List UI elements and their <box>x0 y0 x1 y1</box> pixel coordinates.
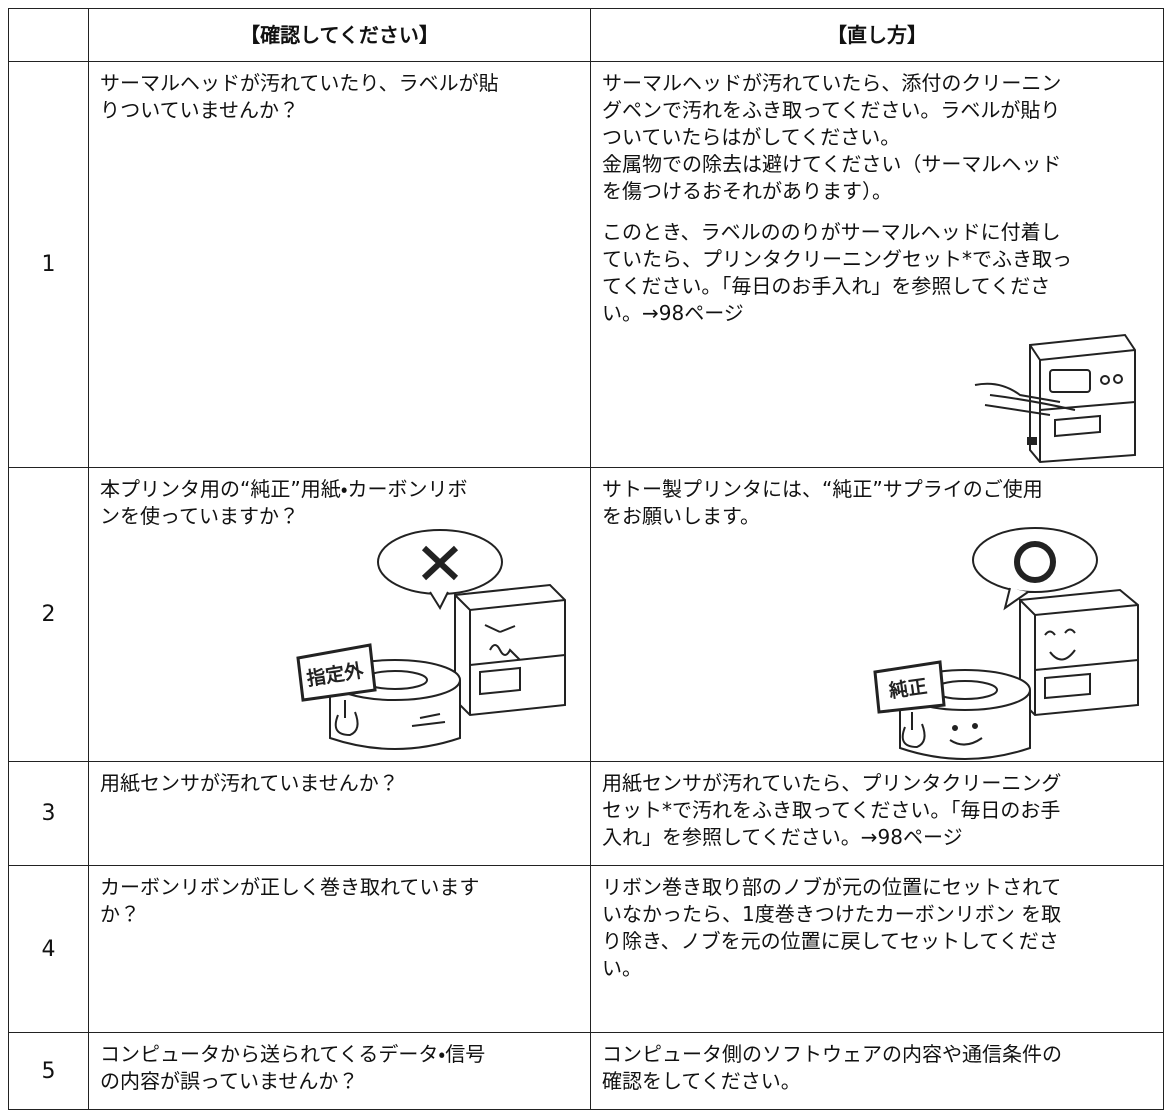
row-number: 2 <box>8 467 89 762</box>
check-cell: サーマルヘッドが汚れていたり、ラベルが貼 りついていませんか？ <box>88 61 591 468</box>
text-line: を傷つけるおそれがあります）。 <box>602 179 892 203</box>
paragraph: サーマルヘッドが汚れていたら、添付のクリーニン グペンで汚れをふき取ってください。… <box>602 70 1153 205</box>
text-line: サーマルヘッドが汚れていたり、ラベルが貼 <box>100 71 499 95</box>
check-cell: コンピュータから送られてくるデータ・信号 の内容が誤っていませんか？ <box>88 1032 591 1110</box>
header-cell: 【直し方】 <box>590 8 1164 62</box>
text-line: このとき、ラベルののりがサーマルヘッドに付着し <box>602 220 1061 244</box>
text-line: グペンで汚れをふき取ってください。ラベルが貼り <box>602 98 1061 122</box>
header-cell <box>8 8 89 62</box>
text-line: い。 <box>602 956 642 980</box>
text-line: コンピュータから送られてくるデータ・信号 <box>100 1042 486 1066</box>
paragraph: 用紙センサが汚れていたら、プリンタクリーニング セット*で汚れをふき取ってください… <box>602 770 1153 851</box>
trouble-table: 【確認してください】 【直し方】 1 サーマルヘッドが汚れていたり、ラベルが貼 りつ… <box>8 8 1164 1110</box>
text-line: ンを使っていますか？ <box>100 504 299 528</box>
text-line: 入れ」を参照してください。→98ページ <box>602 825 963 849</box>
text-line: か？ <box>100 902 140 926</box>
text-line: い。→98ページ <box>602 301 744 325</box>
paragraph: サトー製プリンタには、“純正”サプライのご使用 をお願いします。 <box>602 476 1153 530</box>
paragraph: 本プリンタ用の“純正”用紙・カーボンリボ ンを使っていますか？ <box>100 476 580 530</box>
text-line: り除き、ノブを元の位置に戻してセットしてくださ <box>602 929 1059 953</box>
table-row: 3 用紙センサが汚れていませんか？ 用紙センサが汚れていたら、プリンタクリーニングセ… <box>8 761 1164 866</box>
fix-cell: リボン巻き取り部のノブが元の位置にセットされて いなかったら、1度巻きつけたカーボ… <box>590 865 1164 1033</box>
text-line: 用紙センサが汚れていたら、プリンタクリーニング <box>602 771 1062 795</box>
text-line: 確認をしてください。 <box>602 1069 801 1093</box>
text-line: てください。「毎日のお手入れ」を参照してくださ <box>602 274 1051 298</box>
fix-cell: 用紙センサが汚れていたら、プリンタクリーニング セット*で汚れをふき取ってください… <box>590 761 1164 866</box>
row-number: 4 <box>8 865 89 1033</box>
header-cell: 【確認してください】 <box>88 8 591 62</box>
text-line: サーマルヘッドが汚れていたら、添付のクリーニン <box>602 71 1062 95</box>
page: troubleshooting {"table": { "header": ["… <box>8 8 1164 1110</box>
text-line: リボン巻き取り部のノブが元の位置にセットされて <box>602 875 1062 899</box>
check-cell: カーボンリボンが正しく巻き取れています か？ <box>88 865 591 1033</box>
paragraph: コンピュータから送られてくるデータ・信号 の内容が誤っていませんか？ <box>100 1041 580 1095</box>
body: 【確認してください】 【直し方】 1 サーマルヘッドが汚れていたり、ラベルが貼 りつ… <box>8 8 1164 1110</box>
paragraph: リボン巻き取り部のノブが元の位置にセットされて いなかったら、1度巻きつけたカーボ… <box>602 874 1153 982</box>
row-number: 3 <box>8 761 89 866</box>
text-line: カーボンリボンが正しく巻き取れています <box>100 875 480 899</box>
text-line: ついていたらはがしてください。 <box>602 125 901 149</box>
check-cell: 本プリンタ用の“純正”用紙・カーボンリボ ンを使っていますか？ <box>88 467 591 762</box>
text-line: サトー製プリンタには、“純正”サプライのご使用 <box>602 477 1043 501</box>
fix-cell: サーマルヘッドが汚れていたら、添付のクリーニン グペンで汚れをふき取ってください。… <box>590 61 1164 468</box>
fix-cell: コンピュータ側のソフトウェアの内容や通信条件の 確認をしてください。 <box>590 1032 1164 1110</box>
paragraph: このとき、ラベルののりがサーマルヘッドに付着し ていたら、プリンタクリーニングセッ… <box>602 219 1153 327</box>
table-row: 4 カーボンリボンが正しく巻き取れています か？ リボン巻き取り部のノブが元の位置にセ… <box>8 865 1164 1033</box>
row-number: 1 <box>8 61 89 468</box>
table-row: 1 サーマルヘッドが汚れていたり、ラベルが貼 りついていませんか？ サーマルヘッドが汚… <box>8 61 1164 468</box>
text-line: をお願いします。 <box>602 504 760 528</box>
paragraph: サーマルヘッドが汚れていたり、ラベルが貼 りついていませんか？ <box>100 70 580 124</box>
text-line: りついていませんか？ <box>100 98 299 122</box>
row-number: 5 <box>8 1032 89 1110</box>
paragraph: コンピュータ側のソフトウェアの内容や通信条件の 確認をしてください。 <box>602 1041 1153 1095</box>
check-cell: 用紙センサが汚れていませんか？ <box>88 761 591 866</box>
text-line: いなかったら、1度巻きつけたカーボンリボン を取 <box>602 902 1062 926</box>
header-row: 【確認してください】 【直し方】 <box>8 8 1164 62</box>
text-line: セット*で汚れをふき取ってください。「毎日のお手 <box>602 798 1061 822</box>
paragraph: カーボンリボンが正しく巻き取れています か？ <box>100 874 580 928</box>
text-line: 用紙センサが汚れていませんか？ <box>100 771 399 795</box>
table-row: 2 本プリンタ用の“純正”用紙・カーボンリボ ンを使っていますか？ サトー製プリンタに… <box>8 467 1164 762</box>
text-line: 金属物での除去は避けてください（サーマルヘッド <box>602 152 1062 176</box>
text-line: の内容が誤っていませんか？ <box>100 1069 359 1093</box>
paragraph: 用紙センサが汚れていませんか？ <box>100 770 580 797</box>
text-line: 本プリンタ用の“純正”用紙・カーボンリボ <box>100 477 468 501</box>
fix-cell: サトー製プリンタには、“純正”サプライのご使用 をお願いします。 <box>590 467 1164 762</box>
text-line: コンピュータ側のソフトウェアの内容や通信条件の <box>602 1042 1062 1066</box>
text-line: ていたら、プリンタクリーニングセット*でふき取っ <box>602 247 1072 271</box>
table-row: 5 コンピュータから送られてくるデータ・信号 の内容が誤っていませんか？ コンピュータ… <box>8 1032 1164 1110</box>
